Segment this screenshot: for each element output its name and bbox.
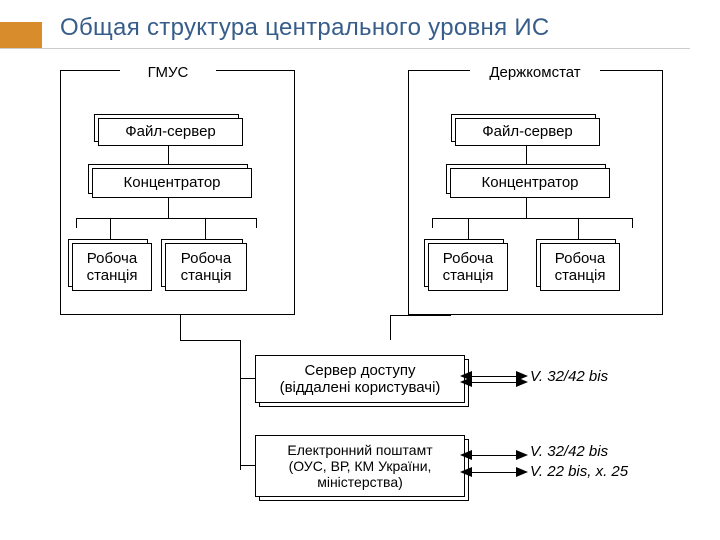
conn [450,315,451,316]
right-hub-label: Концентратор [481,174,578,191]
proto-label-2a: V. 32/42 bis [530,443,608,460]
proto-label-2b: V. 22 bis, x. 25 [530,463,628,480]
arrow-right-icon [516,467,528,477]
arrow-left-icon [460,467,472,477]
conn [256,218,257,228]
conn [110,218,111,240]
conn [76,218,256,219]
conn [390,315,391,340]
right-ws1: Робоча станція [428,243,508,291]
left-ws2-label: Робоча станція [181,250,232,285]
arrow-right-icon [516,377,528,387]
arrow-left-icon [460,377,472,387]
right-ws1-label: Робоча станція [443,250,494,285]
left-ws1-label: Робоча станція [87,250,138,285]
left-header-box: ГМУС [120,60,216,86]
left-ws2: Робоча станція [165,243,247,291]
left-hub-label: Концентратор [123,174,220,191]
conn [240,465,255,466]
conn [180,340,240,341]
conn [432,218,433,228]
right-ws2-label: Робоча станція [555,250,606,285]
title-row: Общая структура центрального уровня ИС [0,0,690,49]
post-office-box: Електронний поштамт (ОУС, ВР, КМ України… [255,435,465,497]
left-file-server: Файл-сервер [98,118,243,146]
conn [526,198,527,218]
conn [180,315,181,340]
conn [469,382,519,383]
conn [240,378,255,379]
right-header-box: Держкомстат [470,60,600,86]
conn [390,315,450,316]
page-title: Общая структура центрального уровня ИС [60,14,550,42]
conn [469,455,519,456]
conn [168,198,169,218]
conn [205,218,206,240]
right-hub: Концентратор [450,168,610,198]
conn [168,146,169,164]
arrow-left-icon [460,450,472,460]
conn [468,218,469,240]
accent-block [0,22,42,48]
conn [526,146,527,164]
conn [432,218,632,219]
diagram-stage: ГМУС Держкомстат Файл-сервер Файл-сервер… [0,60,720,540]
access-server-box: Сервер доступу (віддалені користувачі) [255,355,465,403]
conn [469,472,519,473]
right-file-server: Файл-сервер [455,118,600,146]
post-office-label: Електронний поштамт (ОУС, ВР, КМ України… [287,442,432,490]
left-ws1: Робоча станція [72,243,152,291]
conn [240,340,241,470]
right-ws2: Робоча станція [540,243,620,291]
conn [76,218,77,228]
left-file-server-label: Файл-сервер [125,123,216,140]
left-header-label: ГМУС [148,64,189,81]
conn [578,218,579,240]
right-header-label: Держкомстат [489,64,580,81]
right-file-server-label: Файл-сервер [482,123,573,140]
access-server-label: Сервер доступу (віддалені користувачі) [280,362,441,397]
conn [632,218,633,228]
left-hub: Концентратор [92,168,252,198]
arrow-right-icon [516,450,528,460]
conn [469,376,519,377]
proto-label-1: V. 32/42 bis [530,368,608,385]
